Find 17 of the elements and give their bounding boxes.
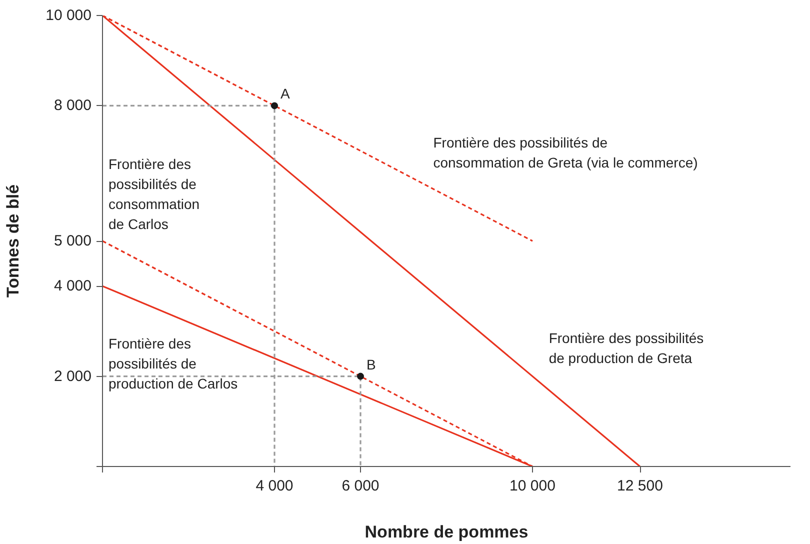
annotation: Frontière des possibilités de consommation de Carlos: [108, 156, 200, 232]
y-tick-label: 10 000: [46, 7, 92, 24]
x-tick-label: 4 000: [256, 478, 294, 494]
x-tick-label: 6 000: [342, 478, 380, 494]
annotation: Frontière des possibilités de production de Carlos: [108, 336, 238, 392]
x-axis-title: Nombre de pommes: [364, 522, 528, 542]
x-tick-label: 12 500: [617, 478, 663, 494]
annotation: A: [280, 86, 290, 102]
y-axis-title: Tonnes de blé: [4, 184, 23, 298]
annotation: Frontière des possibilités de consommation de Greta (via le commerce): [433, 134, 698, 170]
y-tick-label: 5 000: [54, 232, 92, 250]
y-tick-label: 8 000: [54, 97, 92, 114]
x-tick-label: 10 000: [510, 478, 556, 494]
y-tick-label: 2 000: [54, 368, 92, 385]
annotation: Frontière des possibilités de production de Greta: [548, 330, 704, 366]
annotation: B: [366, 356, 376, 372]
y-tick-label: 4 000: [54, 278, 92, 295]
